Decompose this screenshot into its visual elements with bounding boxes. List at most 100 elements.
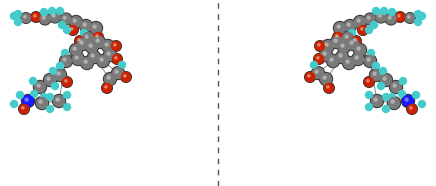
Circle shape — [115, 57, 117, 59]
Circle shape — [405, 98, 408, 101]
Circle shape — [47, 94, 54, 100]
Circle shape — [350, 41, 353, 44]
Circle shape — [330, 58, 333, 61]
Circle shape — [315, 41, 325, 51]
Circle shape — [44, 73, 57, 86]
Circle shape — [41, 9, 48, 15]
Circle shape — [112, 68, 123, 78]
Circle shape — [419, 100, 426, 108]
Circle shape — [337, 41, 351, 54]
Circle shape — [57, 72, 60, 75]
Circle shape — [105, 49, 116, 60]
Circle shape — [345, 35, 348, 38]
Circle shape — [305, 72, 315, 82]
Circle shape — [25, 98, 28, 101]
Circle shape — [93, 25, 96, 28]
Circle shape — [54, 70, 65, 81]
Circle shape — [92, 36, 106, 49]
Circle shape — [34, 81, 45, 92]
Circle shape — [339, 54, 342, 57]
Circle shape — [34, 81, 47, 94]
Circle shape — [86, 41, 98, 52]
Circle shape — [364, 54, 377, 68]
Circle shape — [81, 20, 92, 31]
Circle shape — [378, 14, 381, 17]
Circle shape — [78, 39, 89, 49]
Circle shape — [103, 49, 116, 62]
Circle shape — [112, 54, 123, 64]
Circle shape — [395, 12, 405, 22]
Circle shape — [308, 75, 310, 77]
Circle shape — [81, 30, 88, 36]
Circle shape — [354, 44, 367, 57]
Circle shape — [388, 97, 399, 108]
Circle shape — [112, 41, 120, 51]
Circle shape — [330, 36, 344, 49]
Circle shape — [409, 107, 412, 109]
Circle shape — [20, 105, 28, 113]
Circle shape — [351, 36, 361, 46]
Circle shape — [56, 98, 59, 101]
Circle shape — [10, 100, 17, 108]
Circle shape — [382, 94, 389, 100]
Circle shape — [317, 57, 319, 59]
Circle shape — [327, 54, 340, 68]
Circle shape — [371, 22, 378, 28]
Circle shape — [73, 47, 76, 50]
Circle shape — [100, 58, 103, 61]
Circle shape — [306, 73, 314, 81]
Circle shape — [65, 80, 67, 82]
Circle shape — [358, 25, 368, 35]
Circle shape — [80, 41, 83, 44]
Circle shape — [316, 41, 324, 51]
Circle shape — [311, 67, 324, 79]
Circle shape — [371, 70, 382, 81]
Circle shape — [82, 33, 93, 44]
Circle shape — [59, 54, 72, 68]
Circle shape — [83, 23, 86, 26]
Circle shape — [334, 33, 343, 41]
Circle shape — [35, 97, 48, 110]
Circle shape — [17, 92, 24, 99]
Circle shape — [57, 7, 64, 15]
Circle shape — [75, 36, 85, 46]
Circle shape — [336, 35, 338, 37]
Circle shape — [93, 33, 102, 41]
Circle shape — [343, 33, 354, 44]
Circle shape — [376, 12, 386, 22]
Circle shape — [54, 68, 67, 81]
Circle shape — [386, 14, 396, 24]
Circle shape — [354, 15, 367, 28]
Circle shape — [365, 14, 375, 24]
Circle shape — [37, 84, 40, 87]
Circle shape — [419, 12, 426, 20]
Circle shape — [317, 44, 320, 46]
Circle shape — [371, 95, 382, 107]
Circle shape — [111, 41, 121, 51]
Circle shape — [57, 62, 64, 70]
Circle shape — [54, 95, 65, 107]
Circle shape — [41, 94, 48, 100]
Circle shape — [81, 57, 93, 70]
Circle shape — [14, 10, 21, 17]
Circle shape — [79, 20, 92, 33]
Circle shape — [102, 83, 112, 93]
Circle shape — [365, 103, 372, 110]
Circle shape — [76, 38, 89, 50]
Circle shape — [10, 12, 17, 20]
Circle shape — [365, 92, 372, 99]
Circle shape — [71, 17, 82, 28]
Circle shape — [115, 70, 118, 73]
Circle shape — [122, 73, 130, 81]
Circle shape — [372, 7, 379, 15]
Circle shape — [347, 23, 350, 26]
Circle shape — [42, 16, 45, 19]
Circle shape — [336, 51, 348, 63]
Circle shape — [331, 36, 343, 47]
Circle shape — [347, 38, 360, 50]
Circle shape — [58, 22, 65, 28]
Circle shape — [21, 14, 31, 23]
Circle shape — [75, 56, 78, 59]
Circle shape — [354, 17, 365, 28]
Circle shape — [31, 12, 41, 22]
